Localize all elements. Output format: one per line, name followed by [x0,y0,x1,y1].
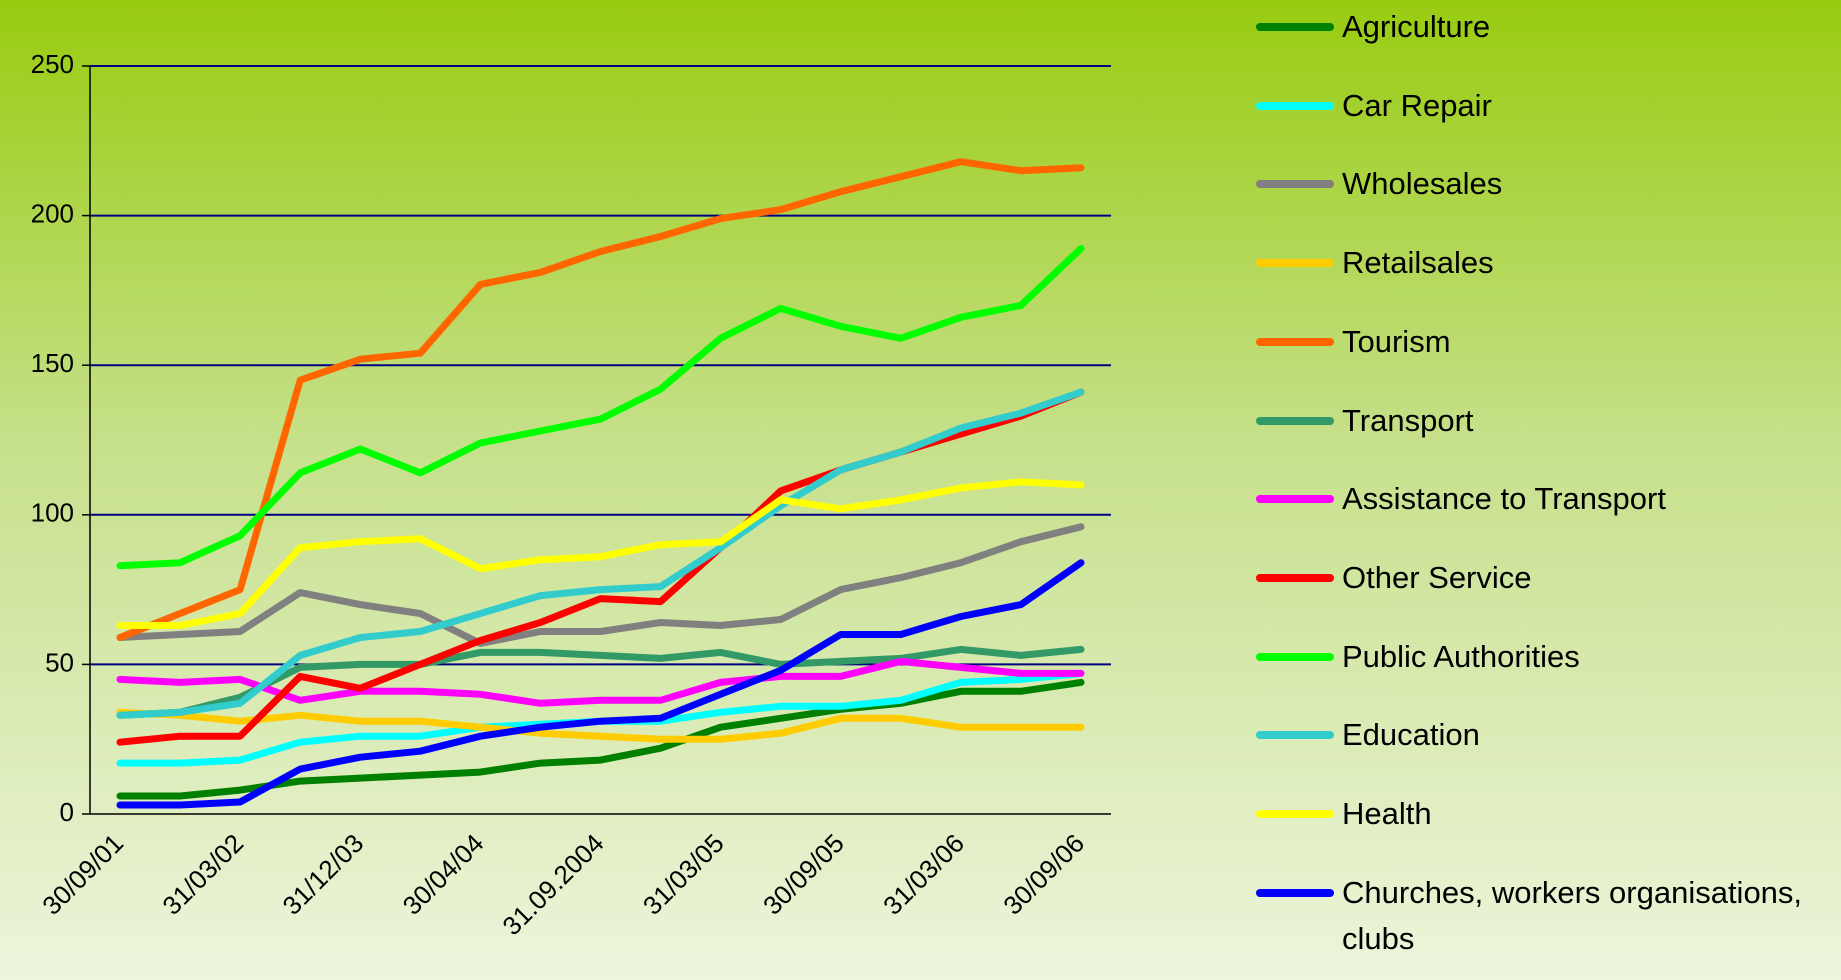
series-line [116,708,1085,743]
series-line [116,559,1085,809]
x-tick-label: 31/03/02 [156,828,249,921]
legend-item: Assistance to Transport [1256,476,1841,522]
legend-swatch [1256,259,1334,268]
legend-item: Tourism [1256,319,1841,365]
legend-item: Wholesales [1256,161,1841,207]
x-tick-label: 31/03/05 [637,828,730,921]
legend-item: Public Authorities [1256,634,1841,680]
legend-label: Agriculture [1342,9,1491,44]
y-tick-label: 250 [31,49,74,79]
legend-swatch [1256,573,1334,582]
x-tick-label: 30/09/06 [997,828,1090,921]
y-tick-label: 0 [60,797,74,827]
series-line [116,645,1085,719]
legend-swatch [1256,180,1334,189]
legend-swatch [1256,101,1334,110]
legend-item: Education [1256,712,1841,758]
series-line [116,245,1085,570]
legend-item: Other Service [1256,555,1841,601]
legend-swatch [1256,23,1334,31]
legend-swatch [1256,495,1334,504]
legend-label: Health [1342,796,1432,831]
legend-label: Car Repair [1342,87,1492,123]
x-tick-label: 31/12/03 [277,828,370,921]
legend-label: Wholesales [1342,166,1503,202]
x-tick-label: 30/09/05 [757,828,850,921]
legend-swatch [1256,888,1334,897]
legend-label: Tourism [1342,323,1451,359]
x-tick-label: 30/04/04 [397,828,490,921]
legend-swatch [1256,416,1334,425]
y-tick-label: 100 [31,498,74,528]
legend-item: Transport [1256,398,1841,444]
x-tick-label: 31.09.2004 [496,828,609,941]
legend-label: Transport [1342,402,1474,438]
legend-item: Agriculture [1256,4,1841,50]
series-line [116,523,1085,647]
y-tick-label: 150 [31,348,74,378]
y-tick-label: 200 [31,198,74,228]
legend-swatch [1256,652,1334,661]
legend-item: Car Repair [1256,83,1841,129]
series-line [116,158,1085,641]
y-tick-label: 50 [45,647,74,677]
legend-item: Churches, workers organisations, clubs [1256,870,1841,962]
legend-label: Retailsales [1342,245,1494,281]
legend-label: Public Authorities [1342,638,1580,674]
legend-swatch [1256,810,1334,818]
legend-label: Education [1342,717,1480,753]
series-line [116,478,1085,629]
legend-swatch [1256,337,1334,346]
legend-item: Health [1256,791,1841,837]
series-line [116,678,1085,800]
series-line [116,388,1085,719]
legend-label: Assistance to Transport [1342,481,1666,517]
legend-swatch [1256,731,1334,740]
x-tick-label: 30/09/01 [36,828,129,921]
legend-item: Retailsales [1256,240,1841,286]
legend-label: Other Service [1342,559,1532,595]
x-tick-label: 31/03/06 [877,828,970,921]
legend-label: Churches, workers organisations, clubs [1342,874,1803,956]
